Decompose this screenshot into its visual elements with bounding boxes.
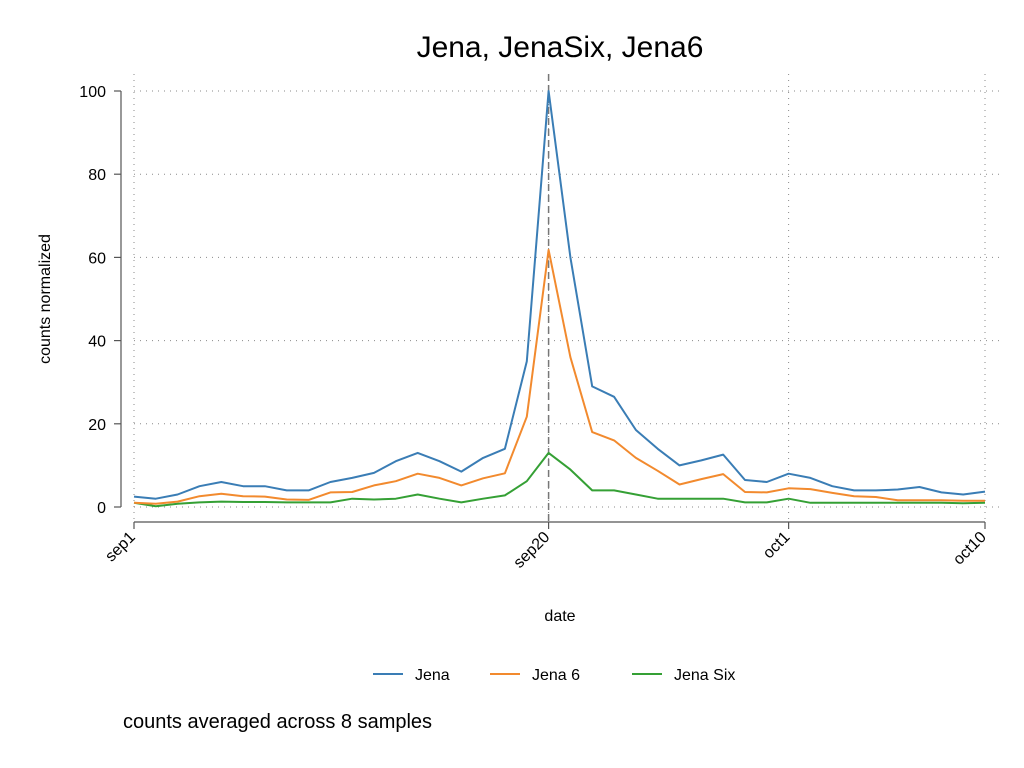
x-tick-label: sep20 <box>511 529 554 572</box>
legend-label: Jena 6 <box>532 667 580 684</box>
x-tick-label: oct10 <box>950 529 990 569</box>
axes <box>120 91 985 523</box>
y-tick-label: 100 <box>79 84 106 101</box>
grid <box>133 74 999 522</box>
y-tick-label: 40 <box>88 334 106 351</box>
series-line-jena <box>133 90 986 500</box>
y-tick-label: 80 <box>88 167 106 184</box>
x-tick-label: oct1 <box>760 529 793 562</box>
chart-note: counts averaged across 8 samples <box>123 711 432 733</box>
series-line-jena-six <box>133 451 986 508</box>
y-tick-label: 20 <box>88 417 106 434</box>
y-tick-label: 60 <box>88 250 106 267</box>
y-axis-ticks: 0 20 40 60 80 100 <box>79 84 121 517</box>
x-axis-ticks: sep1 sep20 oct1 oct10 <box>102 522 990 572</box>
x-axis-label: date <box>544 608 575 625</box>
y-tick-label: 0 <box>97 500 106 517</box>
legend-label: Jena Six <box>674 667 735 684</box>
legend-label: Jena <box>415 667 450 684</box>
series-lines <box>133 90 986 508</box>
series-line-jena-6 <box>133 248 985 505</box>
chart-title: Jena, JenaSix, Jena6 <box>417 31 704 64</box>
x-tick-label: sep1 <box>102 529 139 566</box>
legend: Jena Jena 6 Jena Six <box>373 667 735 684</box>
y-axis-label: counts normalized <box>37 234 54 364</box>
